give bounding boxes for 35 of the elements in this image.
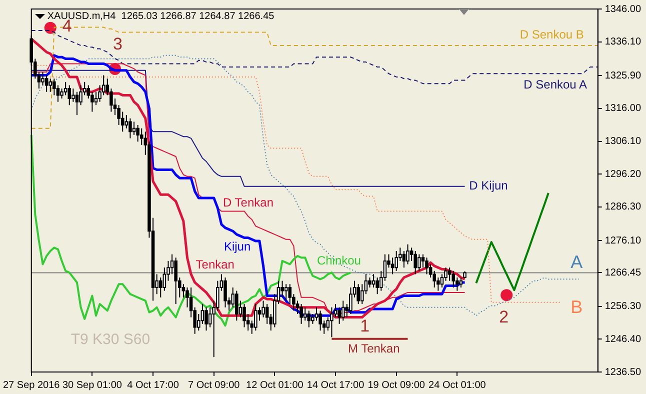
- x-tick-label: 4 Oct 17:00: [127, 380, 180, 391]
- series-label: D Senkou A: [524, 77, 588, 92]
- series-label: A: [570, 252, 583, 272]
- series-label: Tenkan: [196, 257, 234, 272]
- annotation: 1: [360, 316, 370, 336]
- annotation: 3: [113, 34, 123, 54]
- series-label: Kijun: [224, 239, 251, 254]
- x-tick-label: 14 Oct 17:00: [306, 380, 365, 391]
- series-label: D Kijun: [469, 178, 508, 192]
- y-tick-label: 1266.45: [604, 267, 642, 278]
- series-label: D Tenkan: [223, 195, 274, 210]
- y-tick-label: 1246.40: [604, 334, 642, 345]
- series-label: D Senkou B: [520, 27, 584, 42]
- x-tick-label: 12 Oct 01:00: [246, 380, 304, 391]
- y-tick-label: 1336.10: [604, 36, 642, 48]
- point: [500, 289, 513, 302]
- y-tick-label: 1306.10: [604, 136, 642, 148]
- y-tick-label: 1296.20: [604, 168, 642, 180]
- y-tick-label: 1346.00: [604, 4, 642, 15]
- x-tick-label: 24 Oct 01:00: [428, 380, 486, 391]
- point: [44, 22, 56, 34]
- annotation: 2: [499, 308, 509, 327]
- x-tick-label: 27 Sep 2016: [3, 380, 60, 391]
- series-label: Chinkou: [316, 253, 361, 268]
- y-tick-label: 1325.90: [604, 70, 642, 82]
- x-tick-label: 19 Oct 09:00: [368, 380, 426, 391]
- series-label: M Tenkan: [348, 341, 400, 356]
- y-tick-label: 1236.50: [604, 366, 642, 378]
- y-tick-label: 1316.00: [604, 103, 642, 114]
- y-tick-label: 1256.30: [604, 301, 642, 312]
- series-label: B: [570, 296, 583, 317]
- y-tick-label: 1276.10: [604, 235, 642, 246]
- x-tick-label: 30 Sep 01:00: [62, 380, 122, 391]
- y-tick-label: 1286.30: [604, 202, 642, 213]
- x-tick-label: 7 Oct 09:00: [188, 380, 240, 391]
